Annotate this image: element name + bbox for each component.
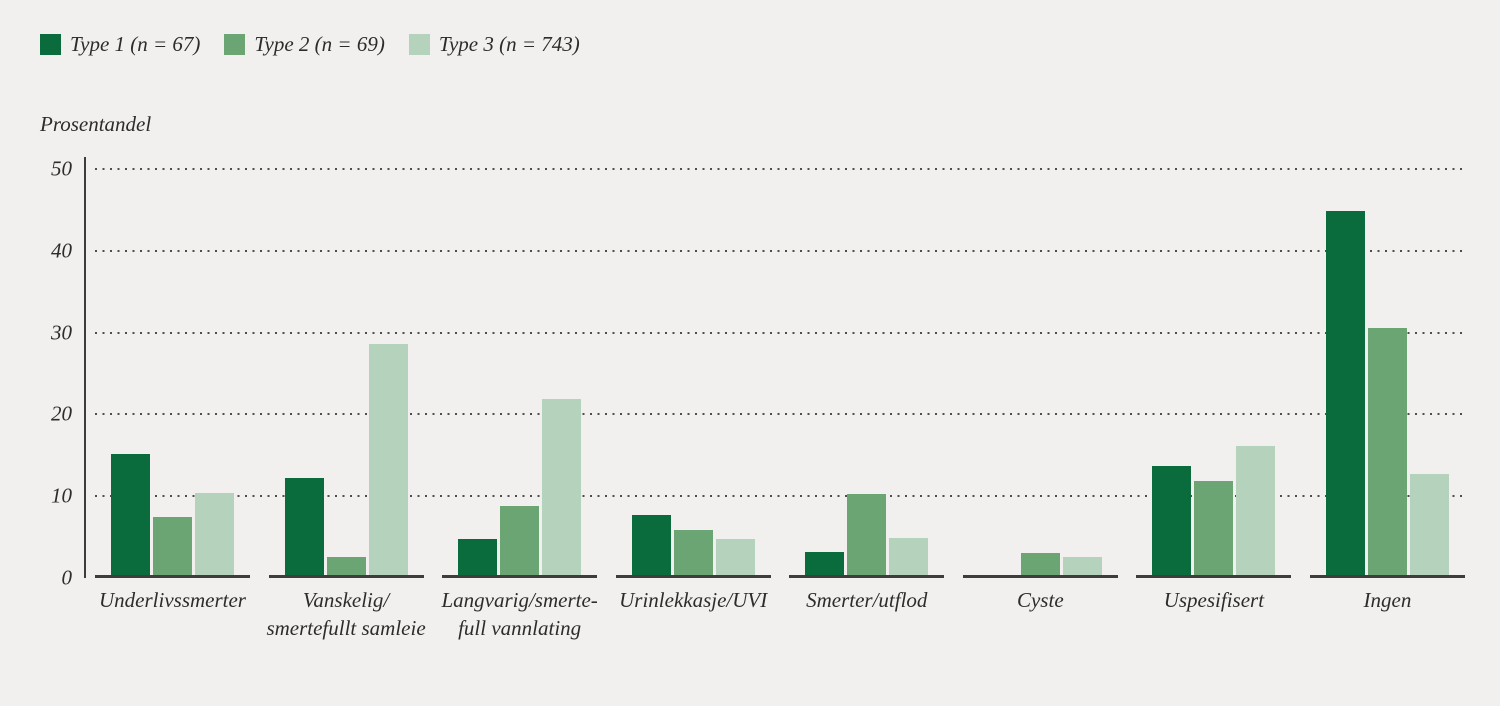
legend-item: Type 1 (n = 67) (40, 32, 200, 57)
bar-group: Uspesifisert (1136, 169, 1292, 612)
bar (284, 478, 324, 575)
bar-group: Cyste (962, 169, 1118, 612)
bar (195, 493, 234, 575)
bar-group: Smerter/utflod (789, 169, 945, 612)
bar (1236, 445, 1276, 575)
bar-group: Ingen (1309, 169, 1465, 612)
gridline (95, 413, 1465, 416)
category-label: Uspesifisert (1163, 588, 1265, 612)
legend-swatch-icon (408, 34, 430, 55)
legend-label: Type 3 (n = 743) (438, 32, 580, 56)
y-axis-tick-labels: 0 10 20 30 40 50 (28, 157, 72, 590)
bar-group: Vanskelig/ smertefullt samleie (266, 169, 426, 640)
bar (1062, 557, 1102, 575)
gridline (95, 495, 1465, 498)
bar (1020, 553, 1060, 575)
legend-label: Type 2 (n = 69) (254, 32, 385, 56)
bar (153, 516, 192, 575)
bar (111, 454, 150, 575)
bar (1152, 466, 1192, 575)
plot-area: Underlivssmerter Vanskelig/ smertefullt s… (95, 168, 1465, 640)
category-label: Ingen (1363, 588, 1412, 612)
bar (889, 538, 929, 575)
legend-swatch-icon (40, 34, 61, 55)
bar-groups: Underlivssmerter Vanskelig/ smertefullt s… (95, 169, 1465, 640)
gridline (95, 249, 1465, 252)
y-axis-line (84, 157, 86, 578)
bar (673, 529, 713, 575)
legend-label: Type 1 (n = 67) (70, 32, 201, 56)
y-tick-label: 0 (61, 565, 73, 590)
legend: Type 1 (n = 67) Type 2 (n = 69) Type 3 (n … (40, 32, 580, 57)
bar (326, 557, 366, 575)
category-label: Urinlekkasje/UVI (619, 588, 768, 612)
category-label: Smerter/utflod (806, 588, 928, 612)
y-tick-label: 10 (51, 483, 72, 508)
legend-item: Type 2 (n = 69) (224, 32, 385, 57)
legend-item: Type 3 (n = 743) (408, 32, 580, 57)
bar (1194, 480, 1234, 575)
y-tick-label: 30 (51, 320, 72, 345)
bar-group: Urinlekkasje/UVI (615, 169, 771, 612)
category-label: Vanskelig/ smertefullt samleie (266, 588, 426, 640)
y-tick-label: 20 (51, 401, 72, 426)
gridline (95, 168, 1465, 170)
bar-group: Langvarig/smerte- full vannlating (441, 169, 598, 640)
bar (458, 539, 498, 575)
category-label: Underlivssmerter (99, 588, 246, 612)
bar (715, 539, 755, 575)
bar (1367, 328, 1407, 575)
bar (1325, 211, 1365, 575)
y-axis-title: Prosentandel (40, 112, 152, 136)
bar (805, 552, 845, 575)
bar (847, 493, 887, 575)
y-tick-label: 50 (51, 156, 72, 181)
bar-group: Underlivssmerter (95, 169, 250, 612)
bar (1409, 474, 1449, 575)
category-label: Langvarig/smerte- full vannlating (441, 588, 598, 640)
bar (500, 505, 540, 575)
bar (368, 344, 408, 575)
bar (542, 398, 582, 575)
y-tick-label: 40 (51, 238, 72, 263)
bar (631, 514, 671, 575)
category-label: Cyste (1016, 588, 1064, 612)
gridline (95, 331, 1465, 334)
legend-swatch-icon (224, 34, 246, 55)
